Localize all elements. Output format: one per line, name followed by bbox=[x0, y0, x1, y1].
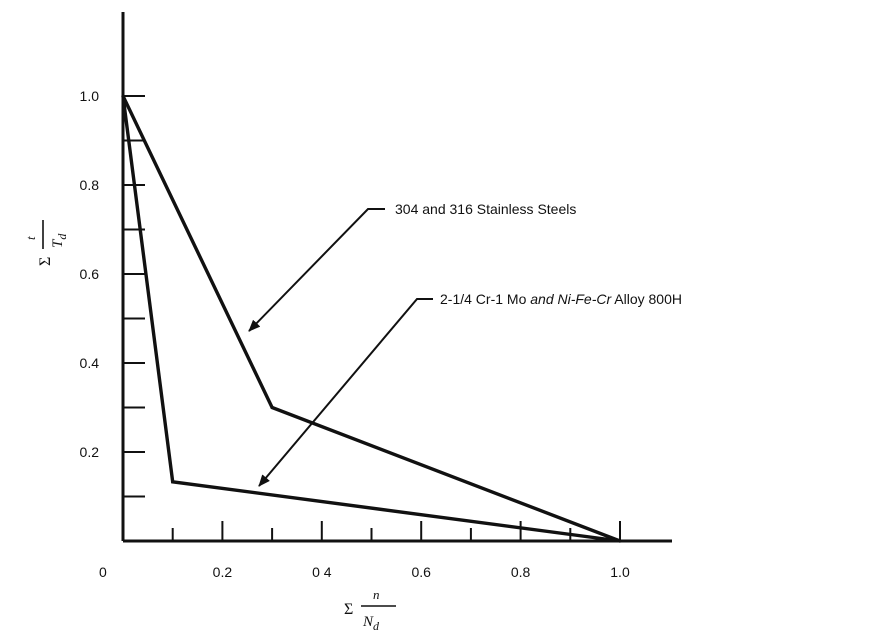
y-tick-label: 1.0 bbox=[80, 88, 100, 104]
x-axis-label-denominator-sub: d bbox=[373, 619, 380, 633]
x-axis-label-denominator-main: N bbox=[362, 614, 374, 630]
y-tick-label: 0.6 bbox=[80, 266, 100, 282]
series-ss-annotation: 304 and 316 Stainless Steels bbox=[248, 201, 576, 332]
y-tick-label: 0.4 bbox=[80, 355, 100, 371]
y-axis-ticks: 0.2 0.4 0.6 0.8 1.0 bbox=[80, 88, 145, 498]
y-tick-label: 0.8 bbox=[80, 177, 100, 193]
y-axis-label: Σ t Td bbox=[23, 220, 69, 266]
series-crmo-label: 2-1/4 Cr-1 Mo and Ni-Fe-Cr Alloy 800H bbox=[440, 291, 682, 307]
y-axis-label-denominator: Td bbox=[50, 233, 69, 248]
x-axis-label-numerator: n bbox=[373, 587, 380, 602]
x-tick-label: 0.6 bbox=[411, 564, 431, 580]
series-crmo-point bbox=[121, 94, 125, 98]
series-crmo-point bbox=[618, 539, 622, 543]
x-axis-ticks: 0.2 0 4 0.6 0.8 1.0 bbox=[171, 521, 630, 580]
x-origin-label: 0 bbox=[99, 564, 107, 580]
x-tick-label: 0.8 bbox=[511, 564, 531, 580]
series-crmo-annotation: 2-1/4 Cr-1 Mo and Ni-Fe-Cr Alloy 800H bbox=[258, 291, 682, 487]
x-axis-label-denominator: Nd bbox=[362, 614, 380, 633]
x-tick-label: 0.2 bbox=[213, 564, 233, 580]
x-axis-label: Σ n Nd bbox=[344, 587, 396, 633]
series-ss-label: 304 and 316 Stainless Steels bbox=[395, 201, 576, 217]
y-axis-label-sigma: Σ bbox=[37, 257, 54, 266]
x-tick-label: 1.0 bbox=[610, 564, 630, 580]
series-crmo-label-part-2: and bbox=[526, 291, 557, 307]
series-crmo-point bbox=[171, 480, 175, 484]
x-axis-label-sigma: Σ bbox=[344, 601, 353, 618]
x-tick-label: 0 4 bbox=[312, 564, 332, 580]
series-layer bbox=[121, 94, 622, 543]
series-crmo-leader-arrow bbox=[258, 298, 433, 487]
series-ss-point bbox=[270, 405, 274, 410]
series-crmo-label-part-4: Alloy 800H bbox=[611, 291, 682, 307]
series-crmo-label-part-1: 2-1/4 Cr-1 Mo bbox=[440, 291, 527, 307]
series-ss-line bbox=[121, 95, 621, 543]
series-crmo-line bbox=[121, 95, 621, 543]
y-tick-label: 0.2 bbox=[80, 444, 100, 460]
y-axis-label-denominator-sub: d bbox=[55, 233, 69, 240]
y-axis-label-numerator: t bbox=[23, 236, 38, 240]
y-axis-label-denominator-main: T bbox=[50, 238, 66, 248]
series-crmo-label-part-3: Ni-Fe-Cr bbox=[558, 291, 613, 307]
series-ss-leader-arrow bbox=[248, 208, 385, 332]
